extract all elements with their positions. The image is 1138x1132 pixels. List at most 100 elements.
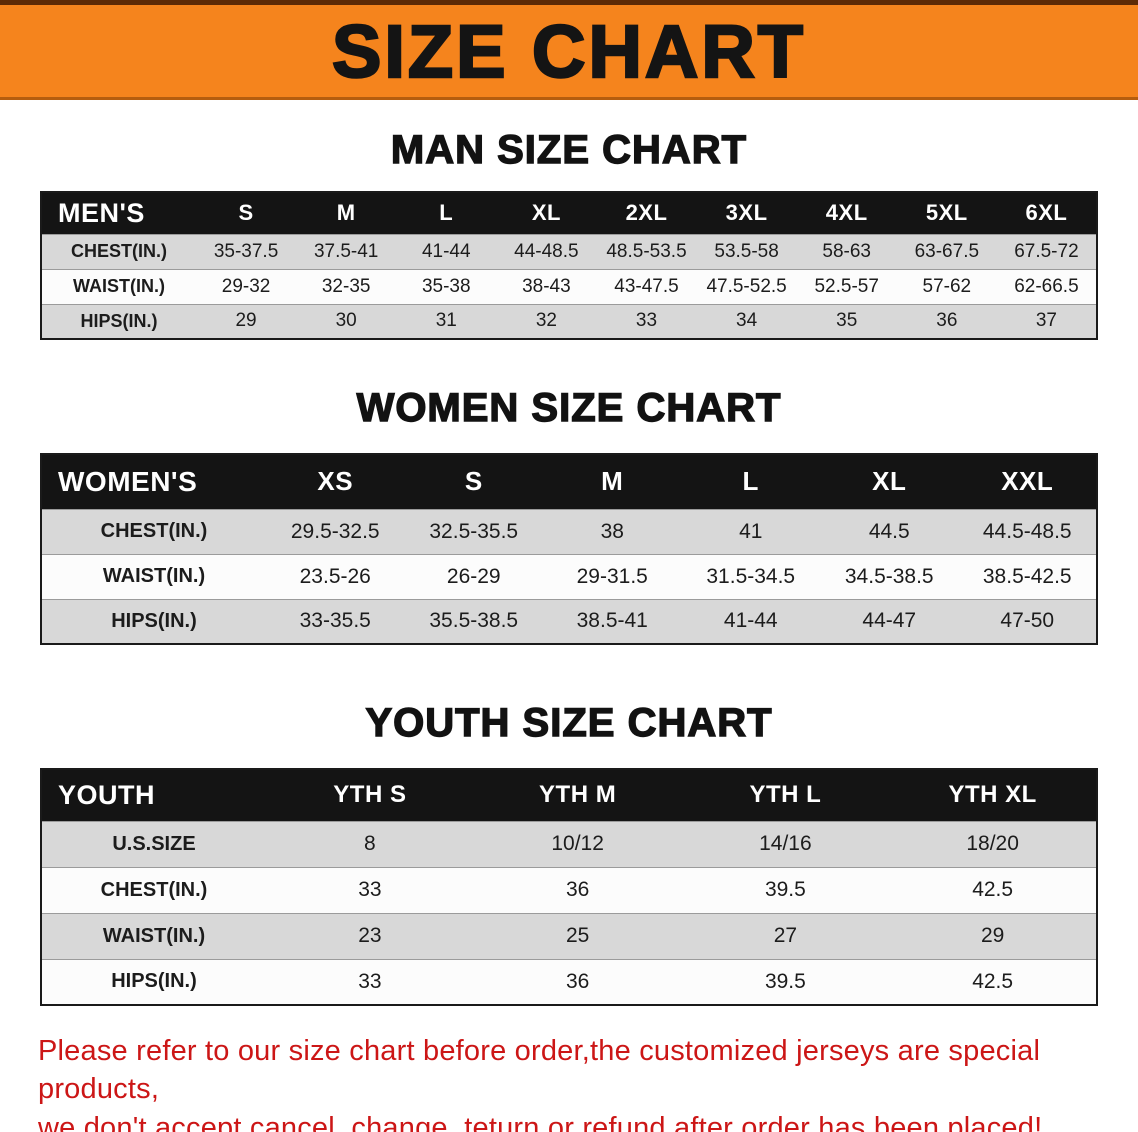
size-header-cell: YTH S xyxy=(266,769,474,821)
value-cell: 35 xyxy=(796,303,897,339)
value-cell: 44-48.5 xyxy=(496,233,597,269)
size-header-cell: S xyxy=(404,454,543,509)
value-cell: 33 xyxy=(266,866,474,913)
value-cell: 52.5-57 xyxy=(796,268,897,304)
value-cell: 41-44 xyxy=(396,233,497,269)
row-label-cell: U.S.SIZE xyxy=(41,820,266,867)
table-row: HIPS(IN.) 29 30 31 32 33 34 35 36 37 xyxy=(41,303,1097,339)
table-row: HIPS(IN.) 33-35.5 35.5-38.5 38.5-41 41-4… xyxy=(41,598,1097,644)
value-cell: 26-29 xyxy=(404,553,543,599)
value-cell: 33 xyxy=(596,303,697,339)
table-row: CHEST(IN.) 29.5-32.5 32.5-35.5 38 41 44.… xyxy=(41,508,1097,554)
value-cell: 58-63 xyxy=(796,233,897,269)
women-section-heading: WOMEN SIZE CHART xyxy=(356,385,782,430)
size-header-cell: L xyxy=(681,454,820,509)
value-cell: 10/12 xyxy=(473,820,682,867)
size-header-cell: XS xyxy=(266,454,405,509)
value-cell: 37.5-41 xyxy=(296,233,397,269)
value-cell: 38.5-42.5 xyxy=(958,553,1097,599)
value-cell: 29.5-32.5 xyxy=(266,508,405,554)
row-label-cell: WAIST(IN.) xyxy=(41,553,266,599)
value-cell: 41 xyxy=(681,508,820,554)
value-cell: 36 xyxy=(473,958,682,1005)
value-cell: 41-44 xyxy=(681,598,820,644)
size-header-cell: XL xyxy=(820,454,959,509)
row-label-cell: HIPS(IN.) xyxy=(41,598,266,644)
value-cell: 38-43 xyxy=(496,268,597,304)
size-header-cell: 3XL xyxy=(696,192,797,234)
page-title: SIZE CHART xyxy=(331,8,806,94)
value-cell: 37 xyxy=(996,303,1097,339)
size-header-cell: XL xyxy=(496,192,597,234)
disclaimer-note: Please refer to our size chart before or… xyxy=(38,1032,1100,1132)
value-cell: 32 xyxy=(496,303,597,339)
value-cell: 43-47.5 xyxy=(596,268,697,304)
value-cell: 38.5-41 xyxy=(543,598,682,644)
table-row: WAIST(IN.) 23 25 27 29 xyxy=(41,912,1097,959)
table-row: HIPS(IN.) 33 36 39.5 42.5 xyxy=(41,958,1097,1005)
row-label-cell: HIPS(IN.) xyxy=(41,303,196,339)
value-cell: 62-66.5 xyxy=(996,268,1097,304)
disclaimer-line-1: Please refer to our size chart before or… xyxy=(38,1035,1041,1106)
value-cell: 44-47 xyxy=(820,598,959,644)
value-cell: 29-32 xyxy=(196,268,297,304)
youth-size-table: YOUTH YTH S YTH M YTH L YTH XL U.S.SIZE … xyxy=(40,768,1098,1006)
value-cell: 38 xyxy=(543,508,682,554)
row-label-cell: CHEST(IN.) xyxy=(41,866,266,913)
value-cell: 33-35.5 xyxy=(266,598,405,644)
value-cell: 48.5-53.5 xyxy=(596,233,697,269)
value-cell: 30 xyxy=(296,303,397,339)
size-header-cell: 2XL xyxy=(596,192,697,234)
value-cell: 42.5 xyxy=(889,958,1097,1005)
value-cell: 29-31.5 xyxy=(543,553,682,599)
value-cell: 47-50 xyxy=(958,598,1097,644)
table-row: WAIST(IN.) 23.5-26 26-29 29-31.5 31.5-34… xyxy=(41,553,1097,599)
womens-size-table: WOMEN'S XS S M L XL XXL CHEST(IN.) 29.5-… xyxy=(40,453,1098,645)
size-header-cell: XXL xyxy=(958,454,1097,509)
value-cell: 42.5 xyxy=(889,866,1097,913)
value-cell: 23 xyxy=(266,912,474,959)
row-label-cell: HIPS(IN.) xyxy=(41,958,266,1005)
value-cell: 63-67.5 xyxy=(896,233,997,269)
table-row: CHEST(IN.) 35-37.5 37.5-41 41-44 44-48.5… xyxy=(41,233,1097,269)
value-cell: 31.5-34.5 xyxy=(681,553,820,599)
value-cell: 36 xyxy=(473,866,682,913)
value-cell: 8 xyxy=(266,820,474,867)
row-label-cell: WAIST(IN.) xyxy=(41,268,196,304)
size-header-cell: M xyxy=(296,192,397,234)
table-header-row: WOMEN'S XS S M L XL XXL xyxy=(41,454,1097,509)
value-cell: 32.5-35.5 xyxy=(404,508,543,554)
size-header-cell: L xyxy=(396,192,497,234)
value-cell: 29 xyxy=(889,912,1097,959)
size-header-cell: 5XL xyxy=(896,192,997,234)
row-label-cell: WAIST(IN.) xyxy=(41,912,266,959)
value-cell: 67.5-72 xyxy=(996,233,1097,269)
size-header-cell: YTH L xyxy=(681,769,890,821)
value-cell: 35-37.5 xyxy=(196,233,297,269)
value-cell: 27 xyxy=(681,912,890,959)
value-cell: 14/16 xyxy=(681,820,890,867)
value-cell: 36 xyxy=(896,303,997,339)
value-cell: 32-35 xyxy=(296,268,397,304)
disclaimer-line-2: we don't accept cancel, change, teturn o… xyxy=(38,1111,1043,1132)
size-header-cell: 4XL xyxy=(796,192,897,234)
table-title-cell: MEN'S xyxy=(41,192,196,234)
value-cell: 23.5-26 xyxy=(266,553,405,599)
value-cell: 29 xyxy=(196,303,297,339)
table-header-row: YOUTH YTH S YTH M YTH L YTH XL xyxy=(41,769,1097,821)
table-row: CHEST(IN.) 33 36 39.5 42.5 xyxy=(41,866,1097,913)
value-cell: 47.5-52.5 xyxy=(696,268,797,304)
size-header-cell: S xyxy=(196,192,297,234)
youth-section-heading: YOUTH SIZE CHART xyxy=(365,700,773,745)
value-cell: 44.5-48.5 xyxy=(958,508,1097,554)
mens-size-table: MEN'S S M L XL 2XL 3XL 4XL 5XL 6XL CHEST… xyxy=(40,191,1098,340)
value-cell: 53.5-58 xyxy=(696,233,797,269)
value-cell: 57-62 xyxy=(896,268,997,304)
row-label-cell: CHEST(IN.) xyxy=(41,233,196,269)
size-header-cell: YTH M xyxy=(473,769,682,821)
table-header-row: MEN'S S M L XL 2XL 3XL 4XL 5XL 6XL xyxy=(41,192,1097,234)
size-header-cell: M xyxy=(543,454,682,509)
table-title-cell: WOMEN'S xyxy=(41,454,266,509)
value-cell: 33 xyxy=(266,958,474,1005)
